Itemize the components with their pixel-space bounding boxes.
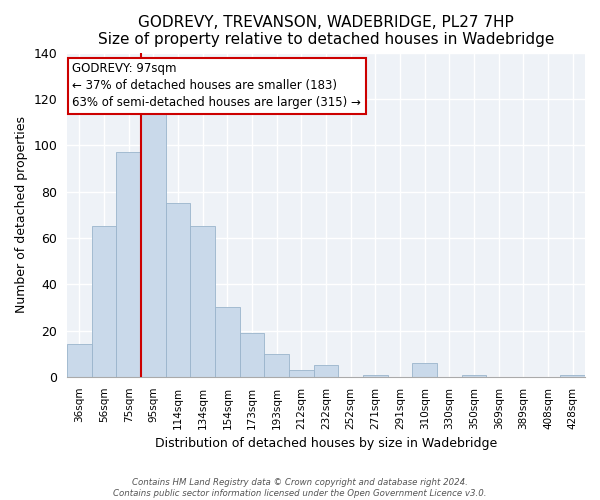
- Bar: [412, 363, 437, 377]
- Bar: [190, 226, 215, 377]
- Bar: [215, 308, 240, 377]
- Y-axis label: Number of detached properties: Number of detached properties: [15, 116, 28, 314]
- Bar: [462, 374, 487, 377]
- Bar: [289, 370, 314, 377]
- Bar: [92, 226, 116, 377]
- Bar: [560, 374, 585, 377]
- Bar: [314, 365, 338, 377]
- Text: Contains HM Land Registry data © Crown copyright and database right 2024.
Contai: Contains HM Land Registry data © Crown c…: [113, 478, 487, 498]
- Text: GODREVY: 97sqm
← 37% of detached houses are smaller (183)
63% of semi-detached h: GODREVY: 97sqm ← 37% of detached houses …: [73, 62, 361, 110]
- Bar: [363, 374, 388, 377]
- Bar: [166, 203, 190, 377]
- Title: GODREVY, TREVANSON, WADEBRIDGE, PL27 7HP
Size of property relative to detached h: GODREVY, TREVANSON, WADEBRIDGE, PL27 7HP…: [98, 15, 554, 48]
- X-axis label: Distribution of detached houses by size in Wadebridge: Distribution of detached houses by size …: [155, 437, 497, 450]
- Bar: [240, 333, 265, 377]
- Bar: [67, 344, 92, 377]
- Bar: [265, 354, 289, 377]
- Bar: [116, 152, 141, 377]
- Bar: [141, 110, 166, 377]
